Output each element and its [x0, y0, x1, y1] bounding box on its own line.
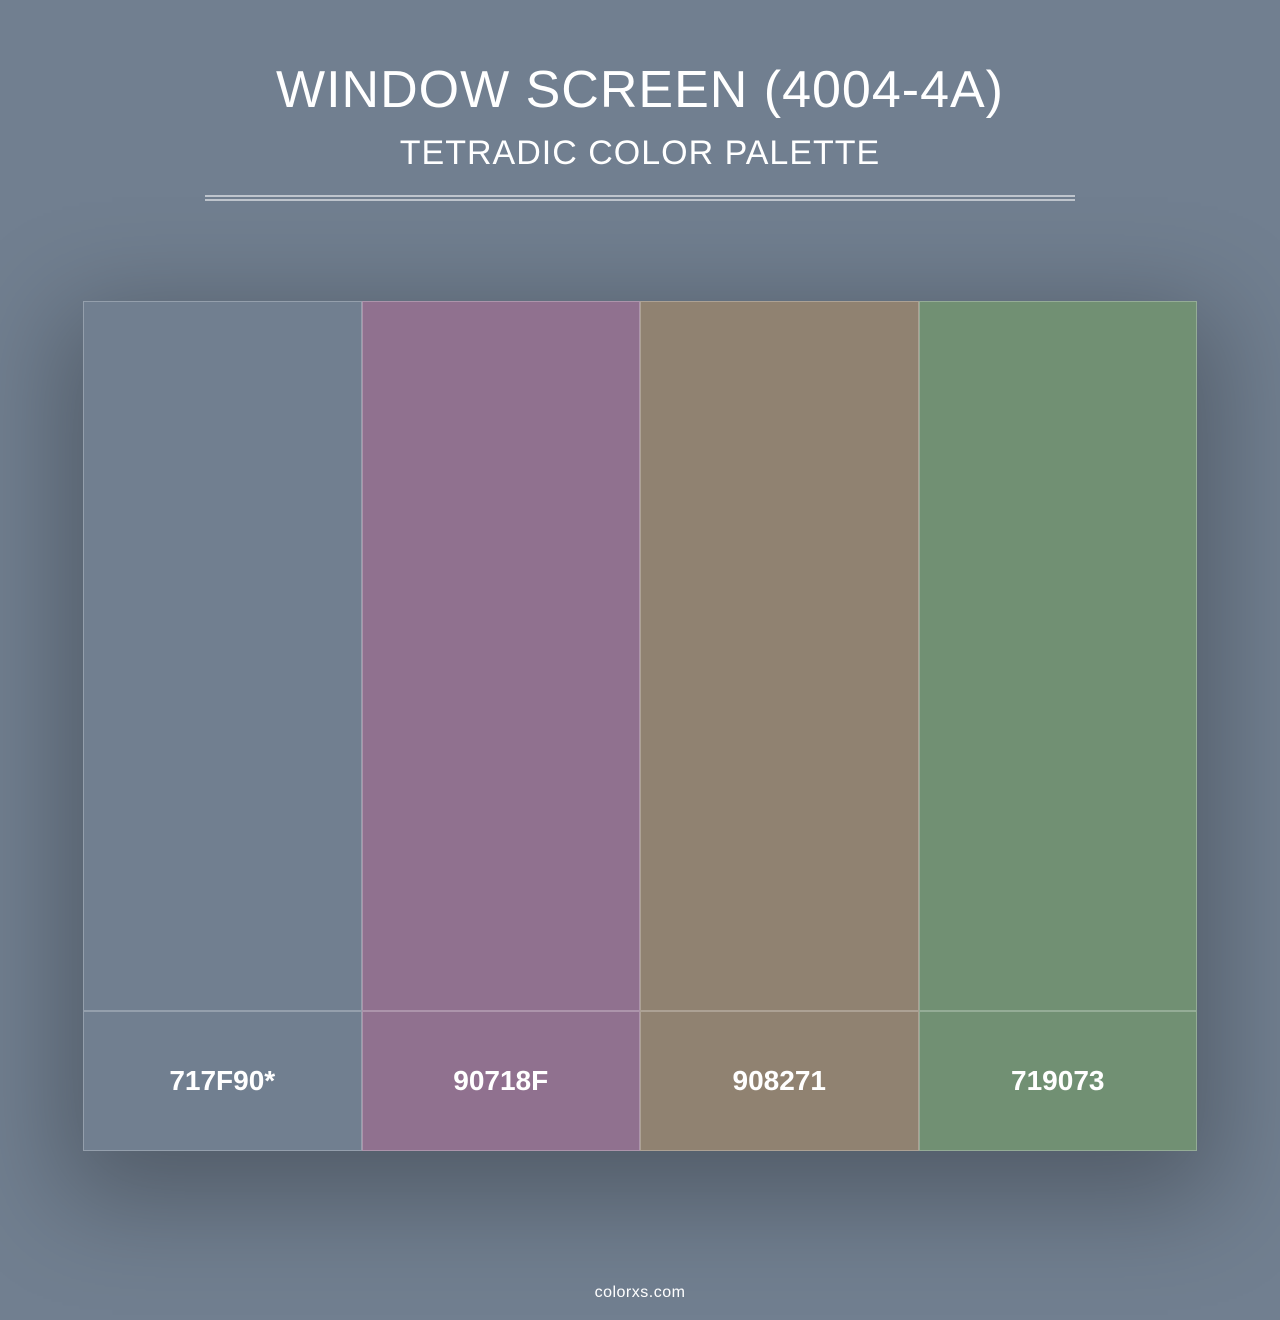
swatch-label-1: 90718F [362, 1011, 641, 1151]
swatch-label-3: 719073 [919, 1011, 1198, 1151]
swatch-label-2: 908271 [640, 1011, 919, 1151]
swatch-3 [919, 301, 1198, 1011]
palette-title: WINDOW SCREEN (4004-4A) [205, 60, 1075, 120]
header-divider [205, 195, 1075, 201]
label-row: 717F90* 90718F 908271 719073 [83, 1011, 1197, 1151]
swatch-row [83, 301, 1197, 1011]
swatch-2 [640, 301, 919, 1011]
palette: 717F90* 90718F 908271 719073 [83, 301, 1197, 1151]
header: WINDOW SCREEN (4004-4A) TETRADIC COLOR P… [205, 60, 1075, 201]
swatch-0 [83, 301, 362, 1011]
swatch-1 [362, 301, 641, 1011]
palette-subtitle: TETRADIC COLOR PALETTE [205, 134, 1075, 173]
footer-credit: colorxs.com [595, 1284, 686, 1302]
swatch-label-0: 717F90* [83, 1011, 362, 1151]
